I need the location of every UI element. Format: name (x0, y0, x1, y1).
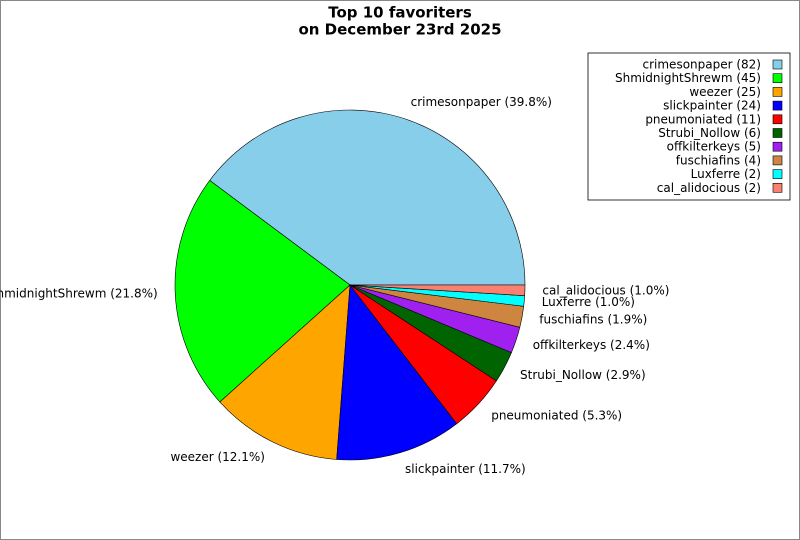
slice-label: Strubi_Nollow (2.9%) (520, 368, 646, 382)
legend-swatch (772, 155, 783, 166)
slice-label: ShmidnightShrewm (21.8%) (0, 286, 158, 300)
legend-swatch (772, 169, 783, 179)
legend-label: weezer (25) (689, 85, 761, 99)
legend-label: offkilterkeys (5) (667, 140, 761, 154)
pie-slice (349, 284, 526, 296)
slice-label: pneumoniated (5.3%) (491, 408, 622, 422)
legend-swatch (772, 141, 783, 152)
legend-label: Strubi_Nollow (6) (658, 126, 761, 140)
pie-slice (336, 284, 458, 461)
slice-label: fuschiafins (1.9%) (539, 313, 647, 327)
slice-label: slickpainter (11.7%) (405, 462, 526, 476)
pie-slice (219, 284, 351, 460)
legend-swatch (772, 87, 783, 97)
pie-slice (209, 109, 526, 286)
legend-swatch (772, 128, 783, 138)
slice-label: crimesonpaper (39.8%) (411, 95, 552, 109)
legend-label: Luxferre (2) (691, 167, 761, 181)
legend-label: crimesonpaper (82) (643, 58, 762, 72)
legend-box (587, 52, 791, 201)
legend-label: cal_alidocious (2) (657, 181, 761, 195)
legend-label: slickpainter (24) (663, 99, 761, 113)
slice-label: offkilterkeys (2.4%) (533, 338, 650, 352)
chart-title: Top 10 favoriters (328, 4, 472, 22)
legend-swatch (772, 59, 783, 70)
legend-swatch (772, 73, 783, 83)
legend-swatch (772, 100, 783, 111)
legend-swatch (772, 183, 783, 193)
chart-title: on December 23rd 2025 (298, 21, 501, 39)
slice-label: weezer (12.1%) (170, 450, 265, 464)
slice-label: Luxferre (1.0%) (542, 295, 635, 309)
legend-swatch (772, 114, 783, 125)
legend-label: ShmidnightShrewm (45) (615, 71, 761, 85)
slice-label: cal_alidocious (1.0%) (542, 283, 669, 297)
pie-slice (174, 179, 351, 403)
legend-label: fuschiafins (4) (676, 153, 761, 167)
legend-label: pneumoniated (11) (645, 112, 761, 126)
